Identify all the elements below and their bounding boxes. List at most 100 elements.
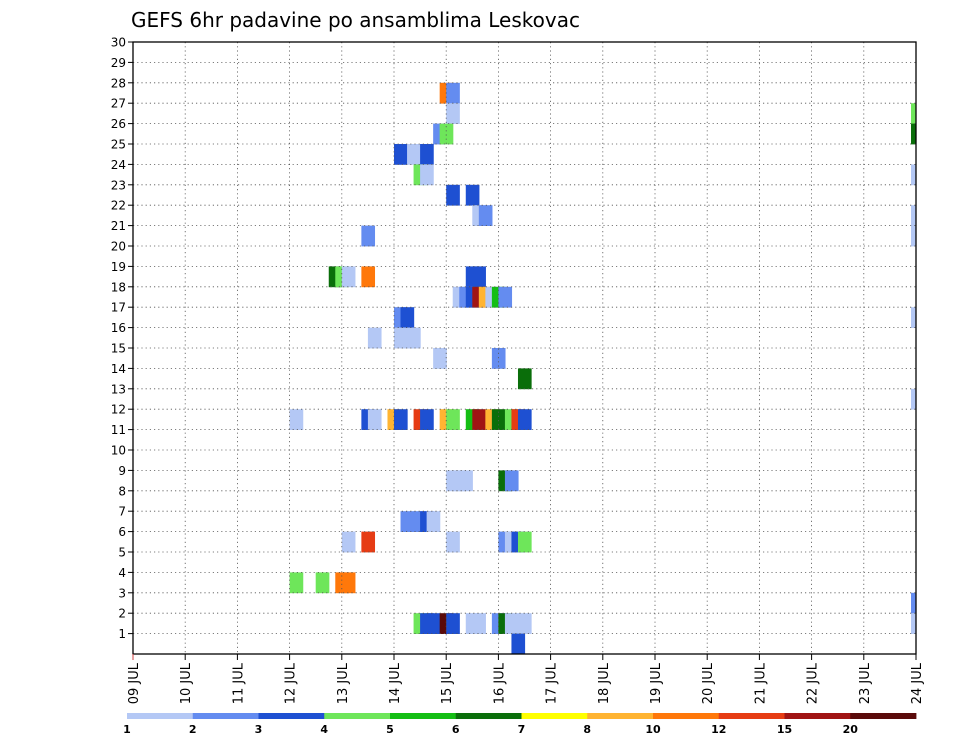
legend-label: 1: [123, 723, 131, 736]
y-tick-label: 23: [111, 178, 126, 192]
x-tick-label: 12 JUL: [284, 662, 299, 704]
y-tick-label: 13: [111, 382, 126, 396]
x-tick-label: 09 JUL: [127, 662, 142, 704]
heatmap-cell: [517, 531, 532, 553]
heatmap-cell: [911, 103, 916, 124]
heatmap-cell: [341, 266, 356, 288]
x-tick-label: 17 JUL: [545, 662, 560, 704]
heatmap-cell: [911, 225, 916, 247]
grid-lines: [133, 42, 916, 654]
heatmap-cell: [420, 144, 434, 165]
legend-swatch: [587, 713, 654, 719]
legend-swatch: [455, 713, 522, 719]
heatmap-cell: [315, 572, 330, 594]
y-tick-label: 29: [111, 56, 126, 70]
x-tick-label: 11 JUL: [231, 662, 246, 704]
y-tick-label: 2: [118, 607, 126, 621]
legend-label: 8: [583, 723, 591, 736]
heatmap-cell: [446, 613, 460, 634]
x-tick-label: 14 JUL: [388, 662, 403, 704]
heatmap-cell: [341, 572, 356, 594]
heatmap-cell: [367, 327, 382, 349]
legend-label: 15: [777, 723, 792, 736]
heatmap-cell: [289, 409, 304, 430]
legend-swatch: [718, 713, 785, 719]
x-tick-label: 24 JUL: [910, 662, 925, 704]
y-tick-label: 26: [111, 117, 126, 131]
legend-swatch: [653, 713, 720, 719]
heatmap-cell: [407, 327, 421, 349]
y-tick-label: 15: [111, 342, 126, 356]
heatmap-cell: [911, 613, 916, 634]
legend-label: 20: [843, 723, 859, 736]
x-tick-label: 23 JUL: [858, 662, 873, 704]
heatmap-cell: [517, 368, 532, 390]
y-tick-label: 19: [111, 260, 126, 274]
heatmap-cell: [394, 409, 408, 430]
heatmap-cell: [491, 348, 506, 369]
y-tick-label: 22: [111, 199, 126, 213]
heatmap-cell: [504, 470, 519, 492]
y-tick-label: 8: [118, 484, 126, 498]
y-tick-label: 11: [111, 423, 126, 437]
y-tick-label: 12: [111, 403, 126, 417]
heatmap-cell: [361, 266, 376, 288]
y-tick-label: 30: [111, 36, 126, 50]
legend-label: 7: [518, 723, 526, 736]
heatmap-cell: [517, 613, 532, 634]
y-tick-label: 27: [111, 97, 126, 111]
heatmap-cell: [472, 409, 486, 430]
heatmap-cell: [420, 164, 434, 186]
legend-swatch: [784, 713, 851, 719]
heatmap-cell: [433, 348, 447, 369]
legend-label: 6: [452, 723, 460, 736]
heatmap-cell: [459, 470, 473, 492]
heatmap-cell: [472, 613, 486, 634]
heatmap-cell: [911, 388, 916, 410]
x-tick-label: 21 JUL: [753, 662, 768, 704]
heatmap-cell: [911, 123, 916, 145]
heatmap-cell: [367, 409, 382, 430]
y-tick-label: 21: [111, 219, 126, 233]
y-tick-label: 25: [111, 138, 126, 152]
heatmap-cells: [289, 82, 916, 655]
y-tick-label: 17: [111, 301, 126, 315]
y-tick-label: 1: [118, 627, 126, 641]
legend-label: 4: [320, 723, 328, 736]
heatmap-cell: [400, 511, 415, 532]
heatmap-cell: [446, 531, 460, 553]
y-tick-label: 18: [111, 280, 126, 294]
x-tick-label: 18 JUL: [597, 662, 612, 704]
y-tick-label: 16: [111, 321, 126, 335]
x-tick-label: 22 JUL: [806, 662, 821, 704]
y-tick-label: 3: [118, 586, 126, 600]
heatmap-cell: [400, 307, 415, 328]
y-axis: 1234567891011121314151617181920212223242…: [111, 36, 133, 641]
heatmap-cell: [911, 592, 916, 614]
heatmap-cell: [446, 82, 460, 104]
heatmap-cell: [911, 164, 916, 186]
heatmap-cell: [465, 184, 480, 206]
x-axis: 09 JUL 10 JUL 11 JUL 12 JUL 13 JUL 14 JUL 15 J…: [127, 654, 925, 704]
x-tick-label: 19 JUL: [649, 662, 664, 704]
legend-swatch: [192, 713, 259, 719]
y-tick-label: 9: [118, 464, 126, 478]
heatmap-cell: [439, 123, 454, 145]
color-legend: 1 2 3 4 5 6 7 8 10 12 15 20: [123, 713, 917, 736]
chart-title: GEFS 6hr padavine po ansamblima Leskovac: [131, 8, 580, 32]
y-tick-label: 7: [118, 505, 126, 519]
legend-swatch: [258, 713, 325, 719]
x-tick-label: 15 JUL: [440, 662, 455, 704]
y-tick-label: 6: [118, 525, 126, 539]
x-tick-label: 20 JUL: [701, 662, 716, 704]
heatmap-cell: [361, 531, 376, 553]
x-tick-label: 16 JUL: [492, 662, 507, 704]
heatmap-cell: [911, 307, 916, 328]
heatmap-cell: [361, 225, 376, 247]
y-tick-label: 5: [118, 546, 126, 560]
legend-label: 10: [645, 723, 661, 736]
legend-label: 2: [189, 723, 197, 736]
legend-swatch: [127, 713, 194, 719]
heatmap-cell: [517, 409, 532, 430]
